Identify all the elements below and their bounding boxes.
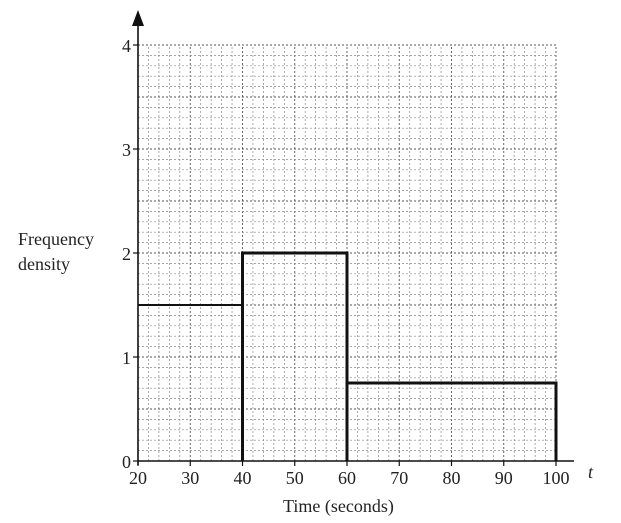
y-tick-label: 3 bbox=[122, 140, 131, 160]
y-tick-label: 4 bbox=[122, 36, 131, 56]
x-tick-label: 20 bbox=[129, 468, 147, 488]
x-tick-label: 50 bbox=[286, 468, 304, 488]
x-tick-label: 40 bbox=[234, 468, 252, 488]
y-tick-label: 2 bbox=[122, 244, 131, 264]
x-tick-label: 60 bbox=[338, 468, 356, 488]
y-tick-label: 0 bbox=[122, 452, 131, 472]
y-axis-label-line1: Frequency bbox=[18, 229, 94, 249]
histogram-bar bbox=[345, 381, 558, 461]
x-tick-label: 70 bbox=[390, 468, 408, 488]
x-tick-label: 90 bbox=[495, 468, 513, 488]
x-variable-label: t bbox=[588, 462, 594, 482]
x-axis-label: Time (seconds) bbox=[283, 496, 394, 516]
x-tick-label: 80 bbox=[443, 468, 461, 488]
x-tick-label: 100 bbox=[543, 468, 570, 488]
y-tick-label: 1 bbox=[122, 348, 131, 368]
histogram-bar bbox=[241, 251, 349, 461]
y-axis-arrow-icon bbox=[132, 10, 144, 26]
y-axis-label-line2: density bbox=[18, 254, 70, 274]
x-tick-label: 30 bbox=[181, 468, 199, 488]
